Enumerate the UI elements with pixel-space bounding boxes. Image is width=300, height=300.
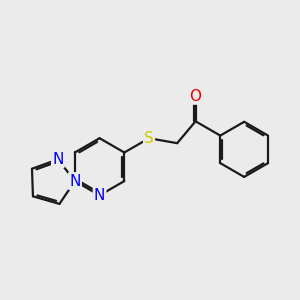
Text: O: O — [190, 88, 202, 104]
Text: N: N — [69, 174, 80, 189]
Text: N: N — [69, 174, 80, 189]
Text: S: S — [144, 131, 154, 146]
Text: N: N — [52, 152, 64, 167]
Text: N: N — [94, 188, 105, 203]
